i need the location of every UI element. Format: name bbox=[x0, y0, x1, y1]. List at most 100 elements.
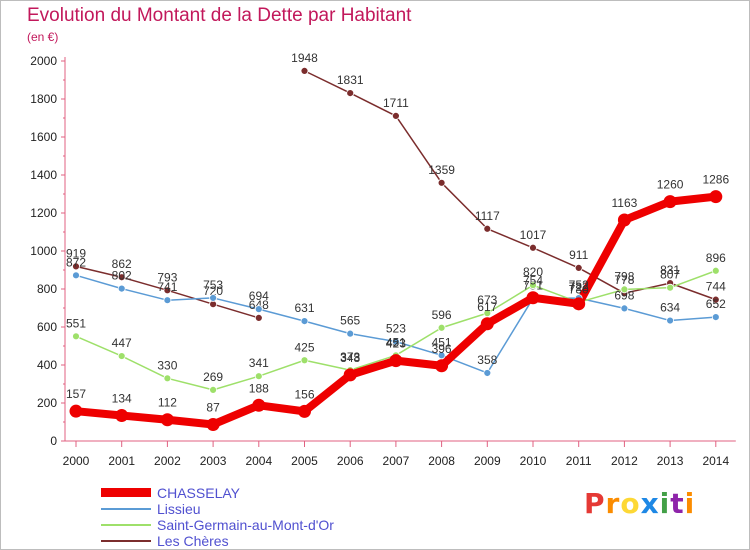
legend-swatch-chasselay bbox=[101, 488, 151, 497]
data-point-lissieu bbox=[437, 351, 446, 360]
data-point-saint-germain-au-mont-d-or bbox=[529, 281, 537, 290]
data-label-chasselay: 722 bbox=[569, 280, 589, 294]
y-tick-label: 0 bbox=[50, 434, 57, 448]
data-point-saint-germain-au-mont-d-or bbox=[209, 385, 218, 394]
legend-label-chasselay: CHASSELAY bbox=[157, 485, 240, 501]
data-label-chasselay: 348 bbox=[340, 351, 360, 365]
x-tick-label: 2014 bbox=[702, 454, 729, 468]
data-point-saint-germain-au-mont-d-or bbox=[437, 323, 446, 332]
y-tick-label: 1200 bbox=[30, 206, 57, 220]
data-label-lissieu: 872 bbox=[66, 255, 86, 269]
data-point-saint-germain-au-mont-d-or bbox=[254, 372, 263, 381]
y-tick-label: 1800 bbox=[30, 92, 57, 106]
logo-letter: i bbox=[684, 487, 696, 520]
data-point-saint-germain-au-mont-d-or bbox=[117, 352, 126, 360]
data-label-chasselay: 1286 bbox=[702, 173, 729, 187]
data-point-lissieu bbox=[666, 316, 674, 325]
data-label-saint-germain-au-mont-d-or: 807 bbox=[660, 268, 680, 282]
data-label-les-ch-res: 911 bbox=[569, 248, 588, 262]
data-point-saint-germain-au-mont-d-or bbox=[483, 309, 492, 318]
data-point-chasselay bbox=[69, 404, 83, 418]
data-point-chasselay bbox=[617, 213, 631, 227]
x-tick-label: 2013 bbox=[657, 454, 684, 468]
legend-label-lissieu: Lissieu bbox=[157, 501, 201, 517]
data-label-les-ch-res: 793 bbox=[157, 270, 177, 284]
data-label-lissieu: 358 bbox=[477, 353, 497, 367]
data-point-lissieu bbox=[72, 271, 80, 280]
data-label-saint-germain-au-mont-d-or: 730 bbox=[569, 282, 589, 296]
data-label-lissieu: 523 bbox=[386, 322, 406, 336]
x-tick-label: 2012 bbox=[611, 454, 638, 468]
data-label-chasselay: 87 bbox=[206, 400, 220, 414]
legend-label-saint-germain: Saint-Germain-au-Mont-d'Or bbox=[157, 517, 334, 533]
chart-title: Evolution du Montant de la Dette par Hab… bbox=[27, 5, 412, 26]
data-point-lissieu bbox=[300, 317, 309, 326]
data-point-les-ch-res bbox=[72, 262, 80, 271]
line-chart: 0 200 400 600 800 1000 1200 1400 1600 1800 2000 200… bbox=[30, 51, 736, 468]
data-label-lissieu: 631 bbox=[294, 301, 314, 315]
data-point-les-ch-res bbox=[529, 243, 537, 252]
data-label-chasselay: 134 bbox=[112, 392, 132, 406]
data-point-lissieu bbox=[254, 305, 263, 314]
x-tick-label: 2005 bbox=[291, 454, 318, 468]
data-label-saint-germain-au-mont-d-or: 425 bbox=[294, 340, 314, 354]
x-tick-label: 2001 bbox=[108, 454, 135, 468]
data-point-les-ch-res bbox=[346, 89, 355, 98]
data-label-chasselay: 156 bbox=[294, 387, 314, 401]
data-point-lissieu bbox=[209, 294, 218, 302]
data-point-les-ch-res bbox=[300, 66, 309, 75]
data-point-lissieu bbox=[391, 337, 400, 346]
y-tick-label: 600 bbox=[37, 320, 57, 334]
data-point-lissieu bbox=[117, 284, 126, 293]
series-line-chasselay bbox=[75, 192, 717, 429]
data-label-saint-germain-au-mont-d-or: 451 bbox=[386, 335, 406, 349]
data-point-les-ch-res bbox=[163, 286, 172, 295]
data-label-saint-germain-au-mont-d-or: 798 bbox=[614, 269, 634, 283]
y-tick-label: 1600 bbox=[30, 130, 57, 144]
data-point-les-ch-res bbox=[437, 178, 446, 187]
data-label-les-ch-res: 1711 bbox=[383, 96, 409, 110]
data-label-saint-germain-au-mont-d-or: 269 bbox=[203, 370, 223, 384]
data-point-chasselay bbox=[343, 368, 357, 382]
data-label-lissieu: 634 bbox=[660, 301, 680, 315]
data-label-lissieu: 451 bbox=[432, 335, 452, 349]
legend-swatch-les-cheres bbox=[101, 540, 151, 542]
logo-letter: r bbox=[605, 487, 621, 520]
data-label-les-ch-res: 1017 bbox=[520, 228, 547, 242]
data-label-saint-germain-au-mont-d-or: 820 bbox=[523, 265, 543, 279]
data-label-chasselay: 1260 bbox=[657, 178, 684, 192]
data-label-les-ch-res: 919 bbox=[66, 246, 86, 260]
x-tick-label: 2002 bbox=[154, 454, 181, 468]
data-point-chasselay bbox=[663, 195, 677, 209]
data-point-lissieu bbox=[346, 329, 355, 338]
legend-label-les-cheres: Les Chères bbox=[157, 533, 229, 549]
data-point-chasselay bbox=[252, 398, 266, 412]
data-point-lissieu bbox=[620, 304, 629, 313]
data-point-les-ch-res bbox=[254, 313, 263, 322]
data-point-lissieu bbox=[483, 369, 492, 377]
logo-letter: i bbox=[659, 487, 671, 520]
data-label-les-ch-res: 648 bbox=[249, 298, 269, 312]
data-point-saint-germain-au-mont-d-or bbox=[711, 266, 720, 275]
data-label-les-ch-res: 744 bbox=[706, 280, 726, 294]
x-tick-label: 2000 bbox=[63, 454, 90, 468]
data-point-saint-germain-au-mont-d-or bbox=[72, 332, 80, 341]
data-point-chasselay bbox=[572, 297, 586, 311]
y-tick-label: 2000 bbox=[30, 54, 57, 68]
data-label-chasselay: 157 bbox=[66, 387, 86, 401]
data-label-saint-germain-au-mont-d-or: 447 bbox=[112, 336, 132, 350]
x-tick-label: 2004 bbox=[245, 454, 272, 468]
data-label-lissieu: 752 bbox=[569, 278, 589, 292]
data-label-les-ch-res: 862 bbox=[112, 257, 132, 271]
legend-swatch-saint-germain bbox=[101, 524, 151, 526]
y-tick-label: 800 bbox=[37, 282, 57, 296]
series-line-les-ch-res bbox=[304, 70, 717, 301]
data-point-chasselay bbox=[160, 413, 174, 427]
data-label-saint-germain-au-mont-d-or: 896 bbox=[706, 251, 726, 265]
data-point-les-ch-res bbox=[711, 295, 720, 304]
x-tick-label: 2010 bbox=[520, 454, 547, 468]
data-label-lissieu: 694 bbox=[249, 289, 269, 303]
data-label-chasselay: 754 bbox=[523, 274, 543, 288]
x-tick-label: 2008 bbox=[428, 454, 455, 468]
logo-letter: P bbox=[584, 487, 606, 520]
